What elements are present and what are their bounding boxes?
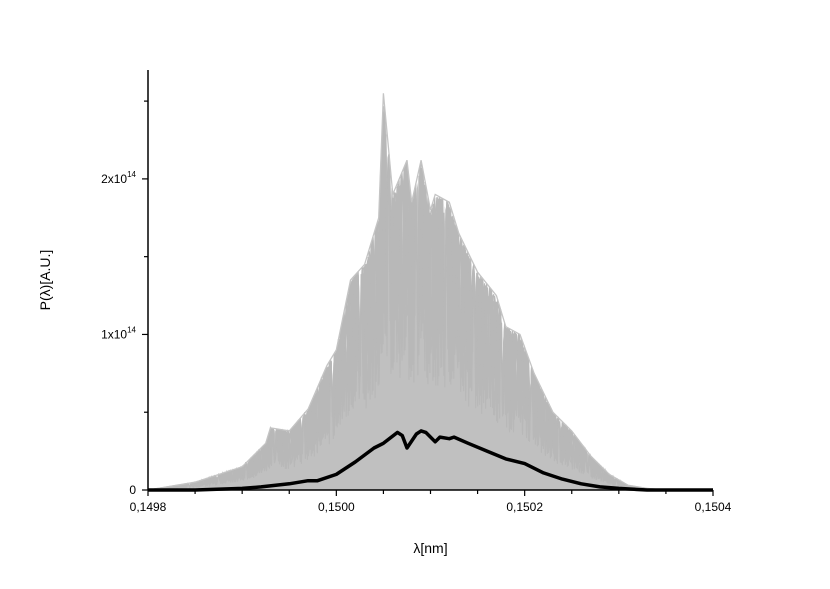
y-tick-label: 1x1014 <box>101 325 136 341</box>
x-tick-label: 0,1502 <box>506 500 543 514</box>
x-axis-title: λ[nm] <box>413 540 447 556</box>
individual-spectra <box>147 93 666 491</box>
x-tick-label: 0,1504 <box>695 500 732 514</box>
average-spectrum-line <box>148 429 713 492</box>
y-tick-label: 0 <box>129 483 136 497</box>
y-ticks: 0 1x1014 2x1014 <box>101 100 148 497</box>
x-ticks: 0,1498 0,1500 0,1502 0,1504 <box>130 490 732 514</box>
x-tick-label: 0,1500 <box>318 500 355 514</box>
y-tick-label: 2x1014 <box>101 170 136 186</box>
x-tick-label: 0,1498 <box>130 500 167 514</box>
average-spectrum <box>148 429 713 492</box>
spectra-envelope-line <box>147 93 666 491</box>
y-axis-title: P(λ)[A.U.] <box>37 250 53 311</box>
